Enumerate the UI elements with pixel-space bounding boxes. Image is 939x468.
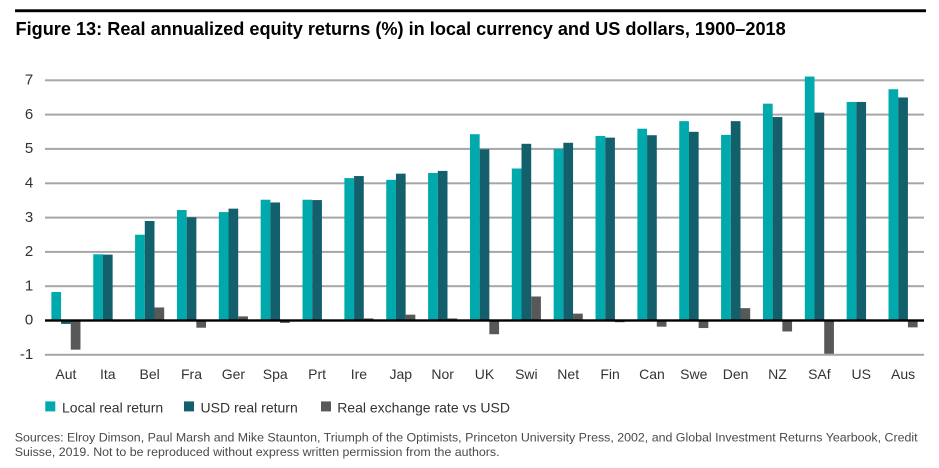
svg-text:Prt: Prt	[308, 366, 326, 382]
svg-text:Fin: Fin	[600, 366, 619, 382]
svg-text:Suisse, 2019. Not to be reprod: Suisse, 2019. Not to be reproduced witho…	[15, 445, 500, 459]
svg-text:Ire: Ire	[351, 366, 368, 382]
svg-text:Local real return: Local real return	[62, 399, 163, 415]
svg-text:Bel: Bel	[140, 366, 160, 382]
svg-text:6: 6	[25, 106, 33, 123]
svg-text:Aus: Aus	[891, 366, 915, 382]
svg-text:SAf: SAf	[808, 366, 831, 382]
svg-text:UK: UK	[475, 366, 495, 382]
svg-text:Spa: Spa	[263, 366, 288, 382]
svg-text:Nor: Nor	[431, 366, 454, 382]
svg-text:0: 0	[25, 312, 33, 329]
svg-text:Sources: Elroy Dimson, Paul Ma: Sources: Elroy Dimson, Paul Marsh and Mi…	[15, 430, 918, 444]
svg-text:US: US	[851, 366, 870, 382]
svg-text:3: 3	[25, 209, 33, 226]
svg-text:Swi: Swi	[515, 366, 538, 382]
svg-text:NZ: NZ	[768, 366, 787, 382]
svg-text:7: 7	[25, 72, 33, 89]
svg-text:Ger: Ger	[222, 366, 246, 382]
svg-text:Net: Net	[557, 366, 579, 382]
svg-text:-1: -1	[20, 346, 33, 363]
svg-text:5: 5	[25, 140, 33, 157]
svg-text:Jap: Jap	[390, 366, 413, 382]
svg-text:2: 2	[25, 243, 33, 260]
svg-text:Swe: Swe	[680, 366, 707, 382]
svg-text:Real exchange rate vs USD: Real exchange rate vs USD	[337, 399, 510, 415]
svg-text:Fra: Fra	[181, 366, 202, 382]
svg-text:Figure 13: Real annualized equ: Figure 13: Real annualized equity return…	[16, 19, 786, 39]
svg-text:Den: Den	[723, 366, 749, 382]
svg-text:USD real return: USD real return	[201, 399, 298, 415]
svg-text:Ita: Ita	[100, 366, 116, 382]
svg-text:Aut: Aut	[55, 366, 76, 382]
svg-text:1: 1	[25, 277, 33, 294]
svg-text:4: 4	[25, 175, 33, 192]
svg-text:Can: Can	[639, 366, 665, 382]
